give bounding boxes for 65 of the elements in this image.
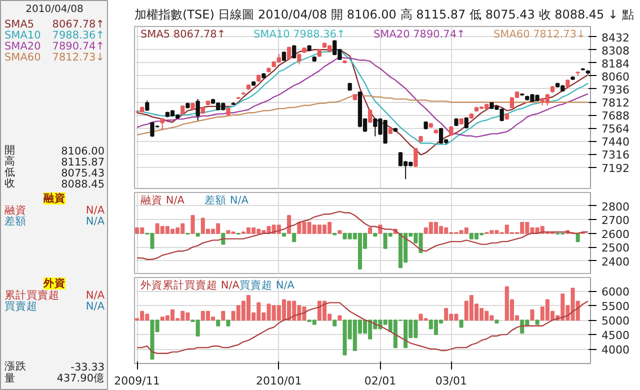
series-label: SMA10 7988.36↑ [254,28,346,40]
text: 低 [4,166,16,178]
annotation: 外資累計買賣超 N/A [140,278,240,292]
y-tick-label: 7316 [602,148,630,162]
y-tick-label: 7936 [602,83,630,96]
x-tick-label: 2009/11 [114,374,160,388]
annotation: 差額 N/A [204,194,250,206]
y-tick-label: 6000 [602,286,630,299]
y-tick-label: 2400 [602,255,630,268]
text: 量 [4,372,16,384]
y-tick-label: 2600 [602,228,630,241]
text: 高 [4,154,16,168]
y-tick-label: 5500 [602,300,630,314]
text: 外資 [42,276,66,290]
y-tick-label: 7564 [602,122,630,136]
annotation: 融資 N/A [140,194,186,206]
text: 7812.73↓ [52,52,104,64]
text: 8088.45 [61,178,104,190]
text: 7890.74↑ [52,40,104,52]
text: SMA20 [4,40,41,52]
text: 收 [4,178,16,190]
annotation: 買賣超 N/A [240,278,296,292]
text: 8115.87 [61,156,104,168]
text: SMA60 [4,52,41,64]
y-tick-label: 7192 [602,162,630,175]
text: 買賣超 [4,300,38,312]
text: SMA10 [4,30,41,42]
text: 8067.78↑ [52,18,104,30]
y-tick-label: 7688 [602,110,630,123]
text: SMA5 [4,18,34,30]
text: 8075.43 [61,168,104,180]
text: SMA5 8067.78↑ [140,28,226,40]
text: 2010/04/08 [26,4,84,15]
y-tick-label: 2700 [602,214,630,228]
text: N/A [86,216,106,228]
x-tick-label: 2010/01 [256,374,302,388]
chart-title: 加權指數(TSE) 日線圖 2010/04/08 開 8106.00 高 8115.87 低 8075.43 收 8088.45 ↓ 點 [134,8,634,22]
x-tick-label: 03/01 [435,374,468,388]
x-tick-label: 02/01 [364,374,396,388]
y-tick-label: 8184 [602,57,630,70]
text: N/A [86,290,106,302]
text: 融資 [4,204,26,216]
y-tick-label: 7812 [602,96,630,110]
text: 融資 [44,192,66,204]
y-tick-label: 2800 [602,200,630,214]
text: N/A [86,300,106,312]
text: -33.33 [70,362,105,374]
text: 8106.00 [61,146,104,158]
text: 7988.36↑ [52,30,104,42]
text: 437.90億 [56,372,105,384]
text: 開 [4,144,16,156]
text: SMA60 7812.73↓ [494,28,586,40]
text: 累計買賣超 [4,288,60,302]
y-tick-label: 4500 [602,329,630,342]
text: 漲跌 [4,360,26,372]
series-label: SMA20 7890.74↑ [374,28,466,40]
y-tick-label: 8432 [602,31,630,44]
y-tick-label: 4000 [602,344,630,357]
y-tick-label: 5000 [602,314,630,328]
text: N/A [86,204,106,216]
y-tick-label: 7440 [602,136,630,149]
y-tick-label: 8308 [602,44,630,58]
y-tick-label: 2500 [602,242,630,255]
y-tick-label: 8060 [602,70,630,84]
text: 差額 [4,214,26,228]
